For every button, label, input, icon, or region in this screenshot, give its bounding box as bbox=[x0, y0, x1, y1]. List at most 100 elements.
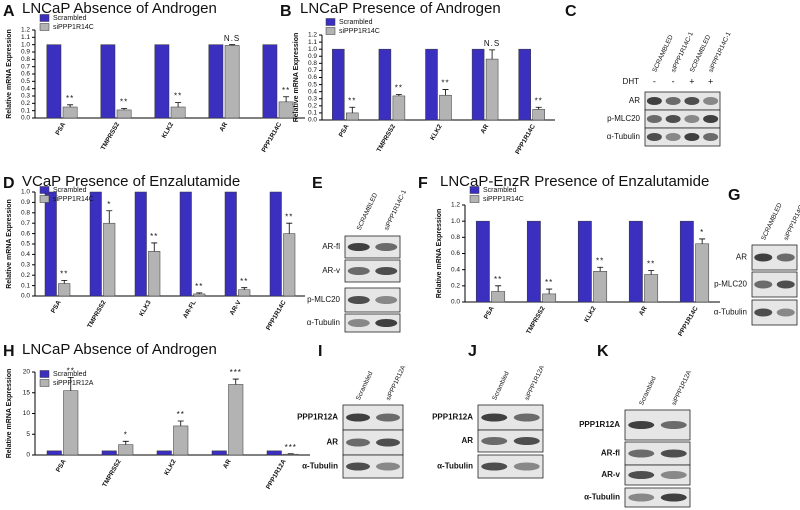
blot-band bbox=[376, 438, 400, 447]
treatment-sign: + bbox=[708, 76, 713, 86]
lane-label: siPPP1R12A bbox=[671, 369, 694, 407]
error-bar bbox=[442, 89, 449, 96]
blot-frame bbox=[477, 454, 544, 479]
y-tick-label: 0.5 bbox=[308, 81, 317, 88]
bar bbox=[89, 191, 102, 297]
significance-label: ** bbox=[441, 79, 449, 88]
y-tick-label: 0.0 bbox=[21, 293, 30, 300]
y-tick-label: 0.8 bbox=[21, 56, 30, 63]
panel-letter: H bbox=[3, 343, 15, 360]
error-bar bbox=[241, 287, 248, 290]
significance-label: ** bbox=[348, 96, 356, 105]
y-tick-label: 0.2 bbox=[451, 283, 460, 290]
bar bbox=[518, 48, 531, 121]
error-bar bbox=[286, 222, 293, 234]
chart-title: VCaP Presence of Enzalutamide bbox=[22, 173, 240, 190]
y-tick-label: 0.5 bbox=[21, 78, 30, 85]
row-label: α-Tubulin bbox=[607, 132, 640, 141]
x-tick-label: PPP1R14C bbox=[265, 299, 288, 332]
y-tick-label: 0.6 bbox=[308, 74, 317, 81]
y-tick-label: 0.2 bbox=[308, 103, 317, 110]
row-label: AR-v bbox=[601, 470, 620, 479]
blot-band bbox=[628, 449, 655, 458]
panel-letter: E bbox=[312, 175, 323, 192]
error-bar bbox=[535, 106, 542, 110]
significance-label: N.S bbox=[484, 39, 500, 48]
y-axis-label: Relative mRNA Expression bbox=[293, 33, 300, 123]
legend-label: siPPP1R14C bbox=[53, 24, 94, 31]
blot-band bbox=[347, 267, 370, 275]
row-label: α-Tubulin bbox=[714, 308, 747, 317]
blot-band bbox=[754, 308, 773, 317]
bar bbox=[392, 95, 406, 121]
error-bar bbox=[699, 238, 706, 244]
x-tick-label: PPP1R14C bbox=[261, 121, 284, 154]
legend-swatch bbox=[39, 186, 50, 194]
bar bbox=[283, 453, 299, 456]
x-tick-label: AR bbox=[480, 123, 491, 135]
y-tick-label: 0.4 bbox=[21, 251, 30, 258]
blot-frame bbox=[344, 235, 401, 259]
lane-label: Scrambled bbox=[491, 370, 511, 401]
significance-label: * bbox=[124, 430, 128, 439]
y-tick-label: 0.4 bbox=[21, 85, 30, 92]
chart-title: LNCaP Absence of Androgen bbox=[22, 0, 217, 17]
y-axis-label: Relative mRNA Expression bbox=[6, 29, 13, 119]
bar bbox=[644, 274, 659, 303]
bar bbox=[118, 444, 134, 456]
bar bbox=[491, 291, 506, 303]
panel-letter: J bbox=[468, 343, 477, 360]
blot-band bbox=[703, 115, 719, 123]
legend-label: Scrambled bbox=[53, 371, 87, 378]
y-axis-label: Relative mRNA Expression bbox=[6, 369, 13, 459]
error-bar bbox=[175, 102, 182, 107]
panel-letter: I bbox=[318, 343, 322, 360]
blot-band bbox=[375, 243, 398, 251]
error-bar bbox=[121, 108, 128, 110]
blot-band bbox=[375, 296, 398, 304]
bar bbox=[44, 191, 57, 297]
y-tick-label: 0.8 bbox=[308, 60, 317, 67]
row-label: PPP1R12A bbox=[297, 413, 338, 422]
bar bbox=[278, 101, 294, 119]
y-tick-label: 0.1 bbox=[21, 107, 30, 114]
legend-swatch bbox=[39, 379, 50, 387]
panel-letter: K bbox=[597, 343, 609, 360]
y-tick-label: 10 bbox=[23, 410, 31, 417]
significance-label: ** bbox=[66, 94, 74, 103]
legend-swatch bbox=[39, 23, 50, 31]
bar bbox=[58, 283, 71, 297]
row-label: PPP1R12A bbox=[579, 420, 620, 429]
y-tick-label: 1.1 bbox=[308, 39, 317, 46]
blot-frame bbox=[342, 454, 404, 479]
y-tick-label: 0.3 bbox=[21, 93, 30, 100]
blot-band bbox=[346, 413, 370, 422]
lane-label: siPPP1R12A bbox=[385, 364, 408, 402]
error-bar bbox=[196, 292, 203, 294]
x-tick-label: TMPRSS2 bbox=[101, 458, 123, 488]
row-label: α-Tubulin bbox=[584, 493, 620, 502]
blot-band bbox=[665, 97, 681, 105]
error-bar bbox=[495, 285, 502, 292]
bar bbox=[266, 450, 282, 456]
error-bar bbox=[597, 266, 604, 272]
bar bbox=[46, 44, 62, 119]
x-tick-label: TMPRSS2 bbox=[525, 305, 547, 335]
x-tick-label: PSA bbox=[55, 458, 68, 473]
x-tick-label: KLK3 bbox=[138, 299, 153, 318]
blot-band bbox=[660, 471, 687, 479]
x-tick-label: AR-FL bbox=[182, 299, 198, 319]
significance-label: ** bbox=[647, 260, 655, 269]
blot-frame bbox=[624, 464, 691, 486]
error-bar bbox=[232, 378, 239, 385]
bar bbox=[148, 251, 161, 297]
blot-band bbox=[776, 280, 795, 289]
lane-label: SCRAMBLED bbox=[356, 192, 380, 232]
bar bbox=[542, 293, 557, 303]
significance-label: ** bbox=[177, 410, 185, 419]
y-tick-label: 0.2 bbox=[21, 272, 30, 279]
error-bar bbox=[151, 242, 158, 252]
error-bar bbox=[67, 376, 74, 391]
significance-label: ** bbox=[240, 277, 248, 286]
panel-letter: C bbox=[565, 3, 577, 20]
